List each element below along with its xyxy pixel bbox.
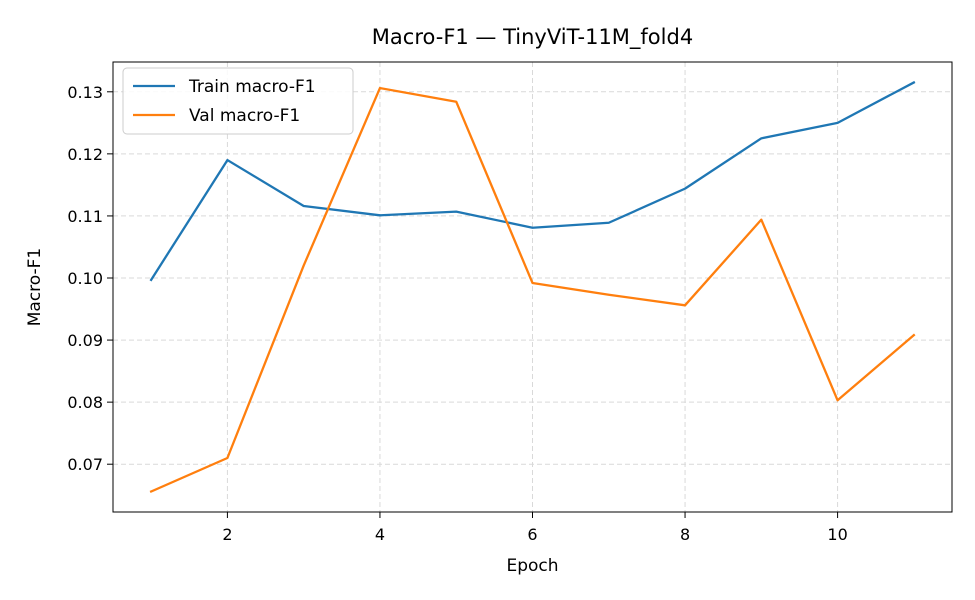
x-tick-label: 6: [527, 525, 537, 544]
axis-ticks: 2 4 6 8 10 0.07 0.08 0.09 0.10 0.11 0.12 0.13: [67, 83, 847, 544]
chart-title: Macro-F1 — TinyViT-11M_fold4: [372, 25, 693, 50]
y-tick-label: 0.13: [67, 83, 103, 102]
y-tick-label: 0.07: [67, 455, 103, 474]
series-line-val-macro-f1: [149, 86, 916, 494]
x-axis-label: Epoch: [506, 556, 558, 576]
series-lines: [149, 80, 916, 494]
series-line-train-macro-f1: [149, 80, 916, 282]
y-axis-label: Macro-F1: [25, 248, 45, 327]
y-tick-label: 0.08: [67, 393, 103, 412]
x-tick-label: 8: [680, 525, 690, 544]
legend-box: [122, 67, 354, 135]
x-tick-label: 10: [827, 525, 847, 544]
y-tick-label: 0.12: [67, 145, 103, 164]
legend-label: Train macro-F1: [188, 77, 316, 97]
legend: Train macro-F1 Val macro-F1: [122, 67, 354, 135]
x-tick-label: 2: [222, 525, 232, 544]
legend-label: Val macro-F1: [189, 106, 300, 126]
x-tick-label: 4: [375, 525, 385, 544]
y-tick-label: 0.10: [67, 269, 103, 288]
y-tick-label: 0.11: [67, 207, 103, 226]
y-tick-label: 0.09: [67, 331, 103, 350]
